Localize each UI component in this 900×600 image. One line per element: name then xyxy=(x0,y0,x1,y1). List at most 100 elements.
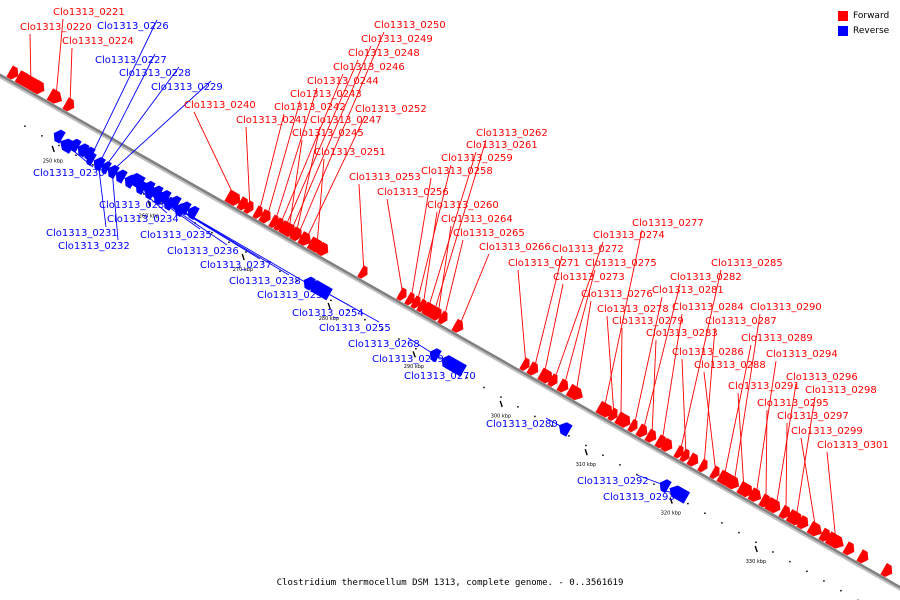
gene-label-clo1313_0299: Clo1313_0299 xyxy=(791,426,863,437)
gene-label-clo1313_0239: Clo1313_0239 xyxy=(257,290,329,301)
gene-arrow-clo1313_0301 xyxy=(824,531,844,549)
gene-arrow-clo1313_0224 xyxy=(62,97,75,112)
tick-label: 260 kbp xyxy=(139,213,159,219)
gene-label-clo1313_0271: Clo1313_0271 xyxy=(508,258,580,269)
gene-leader-line xyxy=(620,327,623,420)
legend: Forward Reverse xyxy=(838,8,900,38)
gene-arrow-clo1313_0283 xyxy=(644,428,657,443)
minor-tick xyxy=(721,522,723,524)
gene-arrow-forward xyxy=(842,541,855,556)
gene-leader-line xyxy=(148,191,228,246)
gene-leader-line xyxy=(603,229,643,410)
gene-label-clo1313_0265: Clo1313_0265 xyxy=(453,228,525,239)
gene-leader-line xyxy=(266,100,301,218)
gene-arrow-clo1313_0240 xyxy=(228,191,241,206)
gene-label-clo1313_0268: Clo1313_0268 xyxy=(348,339,420,350)
gene-label-clo1313_0261: Clo1313_0261 xyxy=(466,140,538,151)
gene-leader-line xyxy=(288,139,303,231)
gene-label-clo1313_0231: Clo1313_0231 xyxy=(46,228,118,239)
gene-leader-line xyxy=(661,313,683,443)
gene-label-clo1313_0285: Clo1313_0285 xyxy=(711,258,783,269)
gene-arrow-clo1313_0252 xyxy=(297,231,312,246)
gene-label-clo1313_0250: Clo1313_0250 xyxy=(374,20,446,31)
gene-label-clo1313_0243: Clo1313_0243 xyxy=(290,89,362,100)
gene-leader-line xyxy=(89,19,158,159)
gene-label-clo1313_0281: Clo1313_0281 xyxy=(652,285,724,296)
gene-leader-line xyxy=(543,283,564,376)
major-tick xyxy=(499,400,503,408)
gene-arrow-clo1313_0288 xyxy=(709,465,720,480)
tick-label: 320 kbp xyxy=(661,510,681,516)
gene-label-clo1313_0227: Clo1313_0227 xyxy=(95,55,167,66)
minor-tick xyxy=(738,531,740,534)
gene-label-clo1313_0276: Clo1313_0276 xyxy=(581,289,653,300)
genome-title: Clostridium thermocellum DSM 1313, compl… xyxy=(276,578,624,588)
gene-arrow-forward xyxy=(856,549,869,564)
gene-label-clo1313_0255: Clo1313_0255 xyxy=(319,323,391,334)
gene-leader-line xyxy=(533,255,563,370)
minor-tick xyxy=(279,270,281,273)
gene-leader-line xyxy=(422,211,438,307)
gene-leader-line xyxy=(703,327,716,467)
minor-tick xyxy=(772,551,774,553)
minor-tick xyxy=(347,309,349,311)
gene-arrow-clo1313_0299 xyxy=(806,520,823,537)
minor-tick xyxy=(823,580,825,582)
tick-label: 310 kbp xyxy=(576,462,596,468)
gene-leader-line xyxy=(606,315,615,416)
legend-label-forward: Forward xyxy=(853,10,890,21)
gene-leader-line xyxy=(636,474,665,486)
major-tick xyxy=(327,302,331,310)
minor-tick xyxy=(364,318,366,321)
gene-leader-line xyxy=(431,352,447,362)
gene-arrow-clo1313_0276 xyxy=(565,383,583,401)
gene-arrow-clo1313_0231 xyxy=(93,157,106,172)
gene-label-clo1313_0232: Clo1313_0232 xyxy=(58,241,130,252)
gene-arrow-clo1313_0226 xyxy=(86,152,97,167)
gene-arrow-reverse xyxy=(77,143,90,158)
minor-tick xyxy=(483,386,485,389)
gene-leader-line xyxy=(55,18,64,98)
gene-label-clo1313_0251: Clo1313_0251 xyxy=(314,147,386,158)
gene-leader-line xyxy=(785,422,788,514)
gene-label-clo1313_0242: Clo1313_0242 xyxy=(274,102,346,113)
gene-label-clo1313_0289: Clo1313_0289 xyxy=(741,333,813,344)
gene-leader-line xyxy=(545,417,565,429)
minor-tick xyxy=(806,570,808,573)
gene-label-clo1313_0280: Clo1313_0280 xyxy=(486,419,558,430)
gene-label-clo1313_0234: Clo1313_0234 xyxy=(107,214,179,225)
gene-arrow-clo1313_0220 xyxy=(14,70,44,94)
tick-label: 290 kbp xyxy=(404,364,424,370)
gene-label-clo1313_0221: Clo1313_0221 xyxy=(53,7,125,18)
gene-leader-line xyxy=(737,392,745,490)
major-tick xyxy=(412,351,416,358)
major-tick xyxy=(147,200,151,207)
gene-arrow-clo1313_0290 xyxy=(725,474,740,490)
legend-item-reverse: Reverse xyxy=(838,23,900,38)
minor-tick xyxy=(92,164,94,166)
gene-leader-line xyxy=(305,115,366,240)
gene-label-clo1313_0260: Clo1313_0260 xyxy=(427,200,499,211)
gene-label-clo1313_0248: Clo1313_0248 xyxy=(348,48,420,59)
gene-label-clo1313_0258: Clo1313_0258 xyxy=(421,166,493,177)
chromosome-axis xyxy=(0,73,900,589)
tick-label: 300 kbp xyxy=(491,414,511,420)
gene-leader-line xyxy=(458,253,490,328)
gene-arrow-clo1313_0298 xyxy=(785,509,803,526)
gene-arrow-clo1313_0249 xyxy=(284,223,295,238)
minor-tick xyxy=(517,406,519,408)
legend-label-reverse: Reverse xyxy=(853,25,890,36)
gene-label-clo1313_0236: Clo1313_0236 xyxy=(167,246,239,257)
gene-label-clo1313_0237: Clo1313_0237 xyxy=(200,260,272,271)
gene-leader-line xyxy=(98,53,156,164)
gene-label-clo1313_0238: Clo1313_0238 xyxy=(229,276,301,287)
gene-arrow-clo1313_0279 xyxy=(614,411,625,425)
minor-tick xyxy=(245,251,247,253)
gene-label-clo1313_0233: Clo1313_0233 xyxy=(99,200,171,211)
gene-arrow-forward xyxy=(880,562,893,577)
gene-leader-line xyxy=(437,225,452,316)
gene-leader-line xyxy=(703,371,717,474)
minor-tick xyxy=(228,241,230,244)
gene-leader-line xyxy=(427,151,477,310)
